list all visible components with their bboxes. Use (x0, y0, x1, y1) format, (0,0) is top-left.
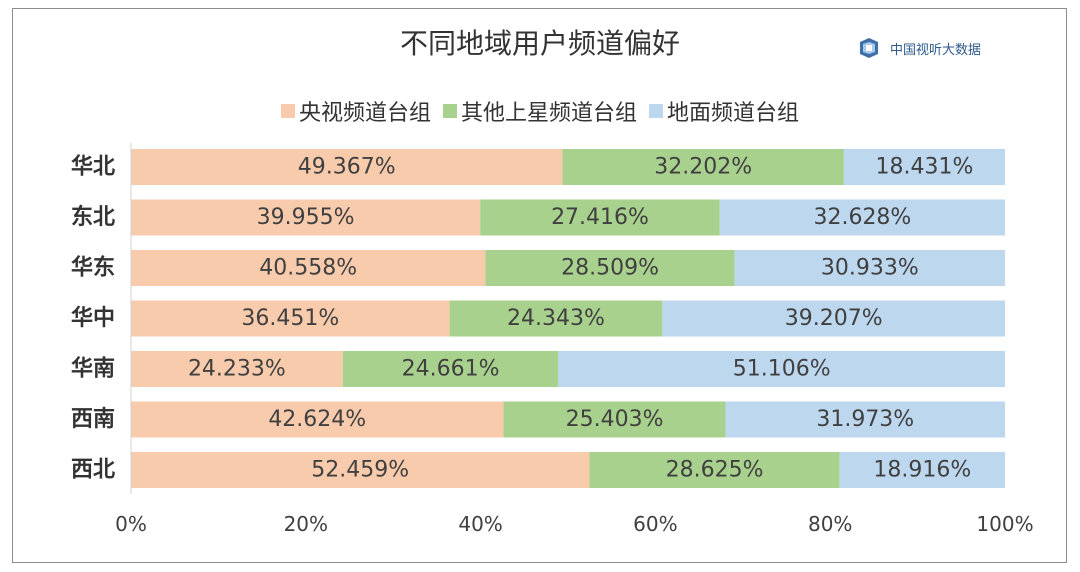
bar-segment (131, 149, 563, 185)
legend-item-2: 地面频道台组 (649, 95, 799, 127)
x-tick-label: 40% (458, 512, 502, 536)
data-label: 25.403% (566, 407, 664, 432)
bar-segment (131, 452, 590, 488)
legend-label-0: 央视频道台组 (298, 101, 431, 126)
category-label: 西北 (71, 458, 115, 483)
x-tick-label: 60% (633, 512, 677, 536)
data-label: 18.916% (873, 458, 971, 483)
data-label: 32.202% (654, 155, 752, 180)
bar-segment (449, 300, 663, 337)
bar-segment (562, 149, 844, 185)
data-label: 18.431% (876, 155, 974, 180)
data-label: 27.416% (551, 205, 649, 230)
tv-logo-icon (860, 38, 878, 58)
data-label: 24.343% (507, 306, 605, 331)
data-label: 49.367% (298, 155, 396, 180)
data-label: 28.509% (561, 256, 659, 281)
bar-segment (839, 452, 1005, 488)
data-label: 42.624% (268, 407, 366, 432)
legend-item-0: 央视频道台组 (280, 95, 431, 127)
bar-segment (480, 199, 720, 236)
legend-swatch-0 (280, 104, 295, 118)
category-label: 华东 (71, 255, 115, 281)
bar-segment (485, 250, 735, 286)
data-label: 32.628% (813, 205, 911, 230)
x-tick-label: 100% (976, 512, 1033, 536)
brand: 中国视听大数据 (856, 36, 981, 60)
brand-text: 中国视听大数据 (890, 42, 982, 58)
bar-segment (719, 199, 1005, 236)
bar-segment (131, 300, 450, 337)
data-label: 28.625% (666, 458, 764, 483)
bar-segment (131, 250, 486, 286)
data-label: 24.233% (188, 357, 286, 382)
bar-segment (558, 351, 1005, 387)
bar-segment (725, 401, 1005, 438)
data-label: 31.973% (816, 407, 914, 432)
legend-label-1: 其他上星频道台组 (460, 101, 637, 126)
legend-label-2: 地面频道台组 (667, 101, 800, 126)
legend-swatch-2 (649, 104, 663, 118)
data-label: 30.933% (821, 256, 919, 281)
category-label: 东北 (71, 204, 115, 230)
bar-segment (131, 401, 504, 438)
data-label: 39.955% (257, 205, 355, 230)
data-label: 51.106% (733, 357, 831, 382)
bar-segment (342, 351, 559, 387)
data-label: 52.459% (311, 458, 409, 483)
legend: 央视频道台组 其他上星频道台组 地面频道台组 (0, 95, 1080, 127)
category-label: 华北 (71, 154, 115, 180)
data-label: 36.451% (241, 306, 339, 331)
data-label: 39.207% (785, 306, 883, 331)
chart-title: 不同地域用户频道偏好 (399, 27, 680, 60)
bar-segment (503, 401, 726, 438)
bar-segment (131, 351, 343, 387)
x-tick-label: 80% (808, 512, 852, 536)
category-label: 华中 (71, 305, 115, 331)
x-tick-label: 0% (115, 512, 147, 536)
x-tick-label: 20% (284, 512, 328, 536)
bar-segment (131, 199, 481, 236)
category-label: 华南 (71, 356, 115, 382)
legend-swatch-1 (442, 104, 457, 118)
bar-segment (589, 452, 840, 488)
bar-segment (734, 250, 1005, 286)
data-label: 24.661% (402, 357, 500, 382)
bar-segment (662, 300, 1006, 337)
legend-item-1: 其他上星频道台组 (442, 95, 637, 127)
bar-segment (843, 149, 1005, 185)
category-label: 西南 (71, 407, 115, 432)
data-label: 40.558% (259, 256, 357, 281)
